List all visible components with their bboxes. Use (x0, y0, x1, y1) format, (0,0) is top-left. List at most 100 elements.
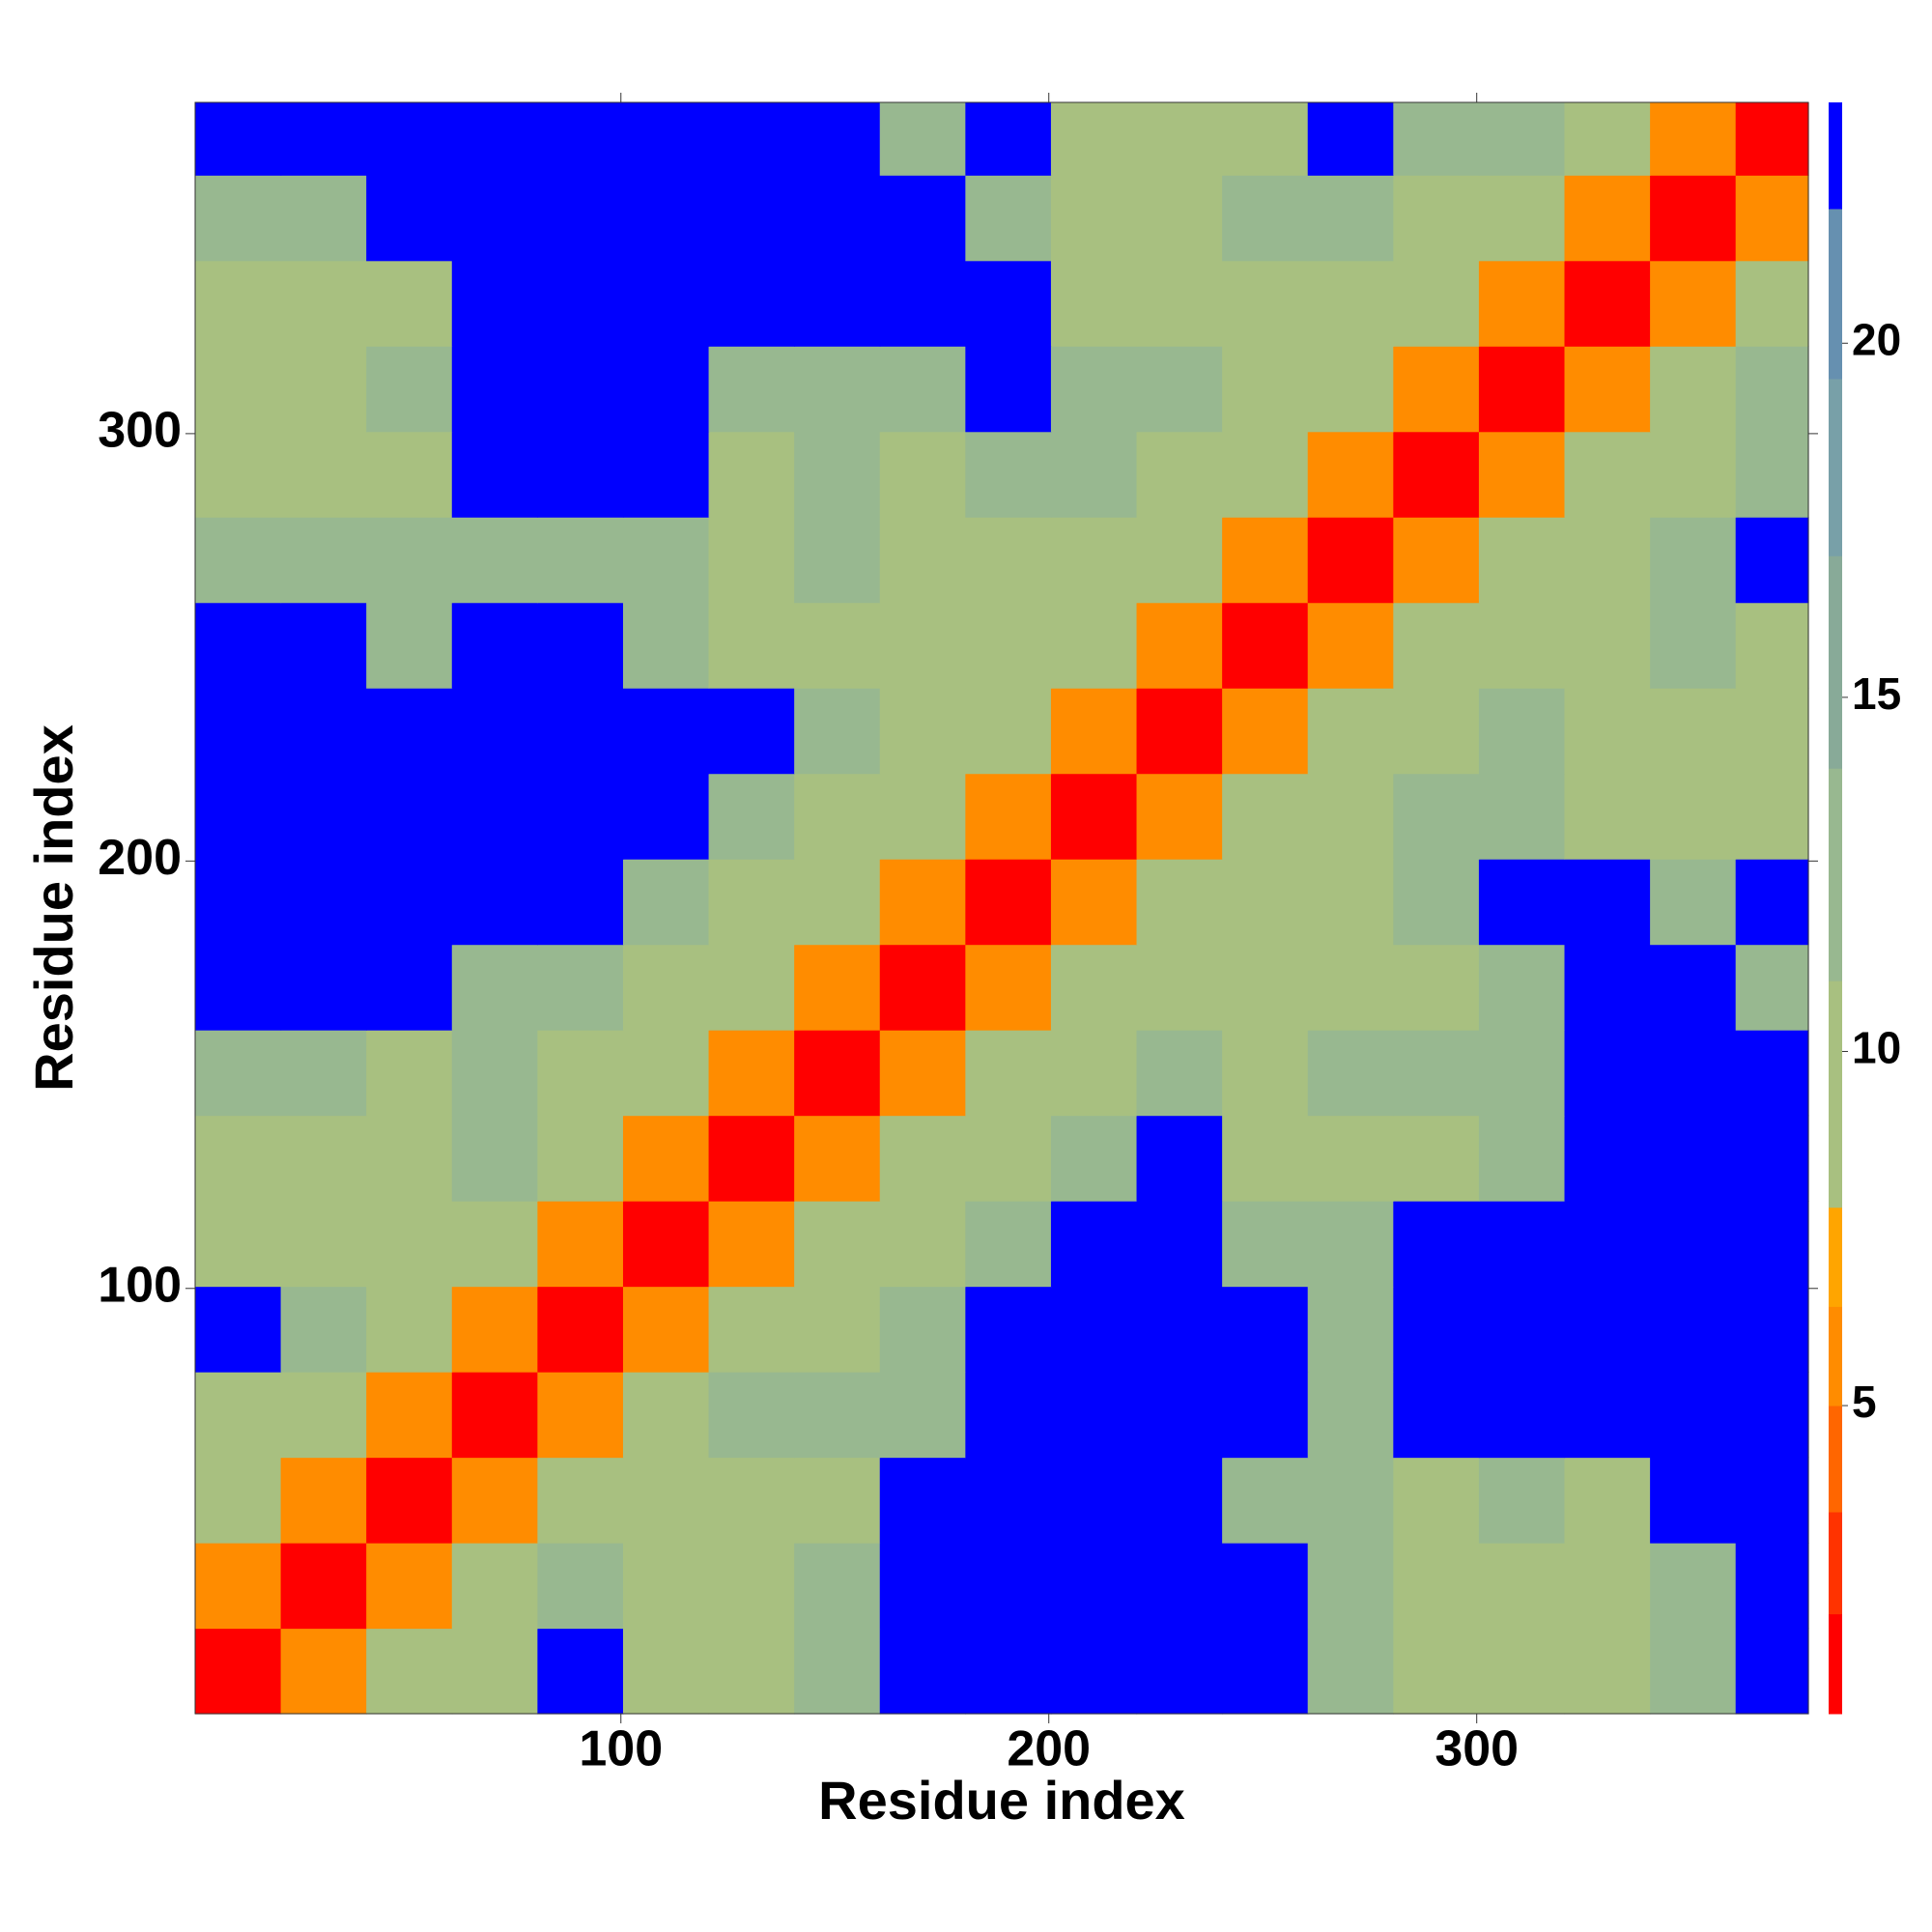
heatmap-cell (879, 944, 966, 1031)
heatmap-cell (1735, 1457, 1809, 1544)
heatmap-cell (794, 1457, 881, 1544)
heatmap-cell (879, 260, 966, 347)
heatmap-cell (280, 944, 367, 1031)
y-tick-label: 200 (98, 830, 182, 886)
heatmap-cell (1050, 1201, 1138, 1288)
heatmap-cell (965, 1543, 1052, 1630)
heatmap-cell (451, 431, 538, 518)
heatmap-cell (537, 688, 624, 775)
heatmap-cell (708, 431, 795, 518)
heatmap-cell (1307, 1457, 1394, 1544)
heatmap-cell (1222, 773, 1309, 860)
heatmap-cell (537, 346, 624, 433)
heatmap-cell (708, 859, 795, 946)
heatmap-cell (1393, 346, 1480, 433)
heatmap-cell (1222, 1201, 1309, 1288)
heatmap-cell (1222, 944, 1309, 1031)
heatmap-cell (1393, 431, 1480, 518)
heatmap-cell (1478, 1372, 1566, 1459)
heatmap-cell (1050, 517, 1138, 604)
heatmap-cell (1650, 1030, 1737, 1117)
heatmap-cell (1136, 1543, 1223, 1630)
colorbar-segment (1829, 980, 1842, 1208)
heatmap-cell (451, 1286, 538, 1373)
heatmap-cell (1050, 1628, 1138, 1715)
heatmap-cell (1735, 260, 1809, 347)
heatmap-cell (366, 1286, 453, 1373)
heatmap-cell (451, 260, 538, 347)
x-tick-label: 200 (1007, 1721, 1091, 1777)
heatmap-cell (794, 1543, 881, 1630)
heatmap-cell (366, 602, 453, 689)
heatmap-cell (1735, 175, 1809, 262)
heatmap-cell (366, 1543, 453, 1630)
heatmap-cell (1564, 102, 1651, 176)
colorbar-segment (1829, 208, 1842, 380)
heatmap-cell (280, 1543, 367, 1630)
heatmap-cell (622, 175, 710, 262)
heatmap-cell (1478, 1543, 1566, 1630)
heatmap-cell (1393, 1372, 1480, 1459)
heatmap-cell (1564, 1201, 1651, 1288)
heatmap-cell (622, 1286, 710, 1373)
plot-frame (194, 101, 1809, 1715)
heatmap-cell (1222, 602, 1309, 689)
heatmap-cell (1735, 102, 1809, 176)
heatmap-cell (1393, 773, 1480, 860)
heatmap-cell (1650, 260, 1737, 347)
heatmap-cell (708, 1286, 795, 1373)
heatmap-cell (1307, 1115, 1394, 1202)
heatmap-cell (1050, 688, 1138, 775)
heatmap-cell (1136, 102, 1223, 176)
heatmap-cell (1564, 1543, 1651, 1630)
heatmap-cell (537, 175, 624, 262)
heatmap-cell (879, 1286, 966, 1373)
heatmap-cell (622, 602, 710, 689)
heatmap-cell (1222, 260, 1309, 347)
heatmap-cell (965, 944, 1052, 1031)
heatmap-cell (451, 517, 538, 604)
axes: 100 200 300 100 200 300 (98, 93, 1818, 1777)
heatmap-cell (1050, 602, 1138, 689)
heatmap-cell (1050, 859, 1138, 946)
heatmap-cell (965, 1372, 1052, 1459)
heatmap-cell (965, 102, 1052, 176)
heatmap-cell (1222, 1628, 1309, 1715)
heatmap-cell (879, 1030, 966, 1117)
heatmap-cell (965, 1201, 1052, 1288)
heatmap-cell (537, 1115, 624, 1202)
heatmap-cell (622, 1628, 710, 1715)
heatmap-cell (1650, 175, 1737, 262)
heatmap-cell (1222, 517, 1309, 604)
heatmap-cell (195, 175, 282, 262)
heatmap-cell (280, 773, 367, 860)
heatmap-cell (195, 1030, 282, 1117)
heatmap-cell (1222, 688, 1309, 775)
heatmap-cell (1307, 175, 1394, 262)
heatmap-cell (1393, 944, 1480, 1031)
heatmap-cell (622, 1030, 710, 1117)
heatmap-cell (622, 431, 710, 518)
heatmap-cell (1307, 1286, 1394, 1373)
heatmap-cell (1478, 431, 1566, 518)
heatmap-cell (366, 431, 453, 518)
heatmap-cell (1650, 773, 1737, 860)
heatmap-cell (708, 1372, 795, 1459)
heatmap-cell (1478, 1201, 1566, 1288)
heatmap-cell (280, 859, 367, 946)
heatmap-cell (1735, 1628, 1809, 1715)
heatmap-cell (794, 1628, 881, 1715)
heatmap-cell (1650, 859, 1737, 946)
heatmap-cell (451, 944, 538, 1031)
heatmap-cell (1735, 346, 1809, 433)
heatmap-cell (1478, 688, 1566, 775)
heatmap-cell (1564, 688, 1651, 775)
heatmap-cell (965, 260, 1052, 347)
heatmap-cell (1564, 1286, 1651, 1373)
heatmap-cell (1136, 1201, 1223, 1288)
heatmap-cell (366, 1372, 453, 1459)
heatmap-cell (1564, 1457, 1651, 1544)
heatmap-cell (794, 346, 881, 433)
heatmap-cell (1650, 431, 1737, 518)
